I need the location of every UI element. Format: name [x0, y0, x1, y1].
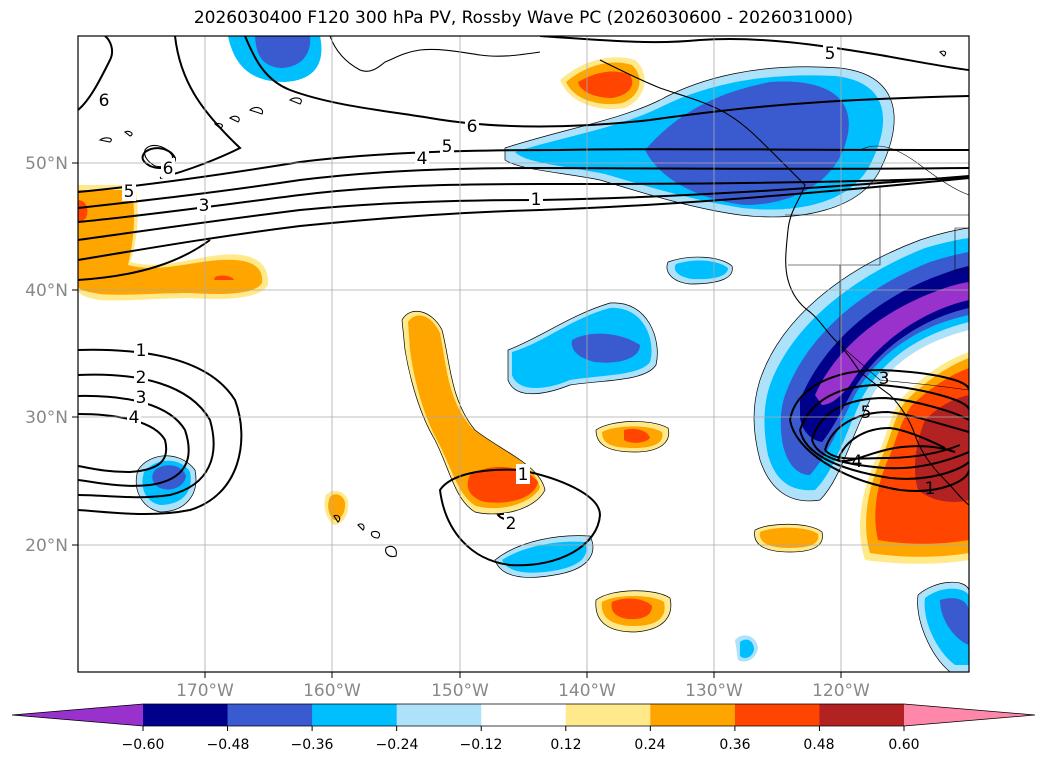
contour-label: 1 — [136, 341, 147, 361]
colorbar-segment — [565, 704, 651, 726]
map-plot-area: 6 6 5 6 5 4 5 3 1 1 2 3 4 1 — [78, 36, 969, 672]
political-borders — [785, 145, 969, 391]
colorbar-segment — [312, 704, 398, 726]
lon-label-130w: 130°W — [685, 681, 743, 701]
lat-label-50n: 50°N — [25, 154, 68, 174]
lon-label-140w: 140°W — [558, 681, 616, 701]
graticule — [78, 36, 969, 672]
colorbar-extend-low — [12, 704, 143, 726]
contour-label: 5 — [124, 182, 135, 202]
colorbar-tick-label: 0.12 — [550, 737, 581, 753]
contour-label: 6 — [163, 159, 174, 179]
map-title: 2026030400 F120 300 hPa PV, Rossby Wave … — [193, 8, 854, 28]
colorbar-tick-label: 0.60 — [888, 737, 919, 753]
contour-label: 1 — [518, 465, 529, 485]
colorbar-segment — [734, 704, 820, 726]
shading-outlines — [136, 66, 969, 672]
axis-ticks — [72, 162, 842, 678]
colorbar-tick-label: −0.24 — [376, 737, 419, 753]
colorbar-segment — [143, 704, 229, 726]
colorbar-segment — [227, 704, 313, 726]
colorbar-tick-label: −0.48 — [207, 737, 250, 753]
colorbar-tick-marks — [142, 726, 905, 731]
contour-label: 5 — [442, 137, 453, 157]
lat-label-40n: 40°N — [25, 281, 68, 301]
colorbar-tick-label: −0.36 — [291, 737, 334, 753]
contour-label: 1 — [531, 190, 542, 210]
colorbar-segment — [650, 704, 736, 726]
colorbar-segment — [819, 704, 905, 726]
longitude-labels: 170°W 160°W 150°W 140°W 130°W 120°W — [176, 681, 870, 701]
contour-label: 3 — [199, 196, 210, 216]
contour-label: 5 — [861, 403, 872, 423]
lon-label-150w: 150°W — [431, 681, 489, 701]
contour-label: 4 — [417, 149, 428, 169]
lat-label-20n: 20°N — [25, 536, 68, 556]
colorbar-segment — [481, 704, 567, 726]
positive-pv-field — [78, 57, 969, 632]
latitude-labels: 50°N 40°N 30°N 20°N — [25, 154, 68, 556]
contour-label: 1 — [925, 479, 936, 499]
contour-label: 6 — [99, 91, 110, 111]
colorbar: −0.60 −0.48 −0.36 −0.24 −0.12 0.12 0.24 … — [11, 703, 1036, 753]
lon-label-170w: 170°W — [176, 681, 234, 701]
lat-label-30n: 30°N — [25, 408, 68, 428]
contour-label: 5 — [825, 44, 836, 64]
colorbar-extend-high — [904, 704, 1035, 726]
pv-contours — [78, 36, 969, 567]
colorbar-tick-label: 0.36 — [719, 737, 750, 753]
colorbar-tick-label: −0.60 — [122, 737, 165, 753]
contour-labels: 6 6 5 6 5 4 5 3 1 1 2 3 4 1 — [97, 43, 935, 534]
colorbar-segments — [143, 704, 905, 726]
contour-label: 3 — [879, 369, 890, 389]
map-frame — [77, 35, 970, 673]
contour-label: 3 — [136, 388, 147, 408]
lon-label-120w: 120°W — [812, 681, 870, 701]
colorbar-tick-labels: −0.60 −0.48 −0.36 −0.24 −0.12 0.12 0.24 … — [122, 737, 920, 753]
contour-label: 6 — [467, 117, 478, 137]
contour-label: 2 — [506, 514, 517, 534]
colorbar-tick-label: −0.12 — [460, 737, 503, 753]
contour-label: 2 — [136, 368, 147, 388]
colorbar-segment — [396, 704, 482, 726]
contour-label: 4 — [129, 408, 140, 428]
lon-label-160w: 160°W — [303, 681, 361, 701]
contour-label: 4 — [852, 452, 863, 472]
colorbar-tick-label: 0.24 — [634, 737, 665, 753]
colorbar-tick-label: 0.48 — [803, 737, 834, 753]
